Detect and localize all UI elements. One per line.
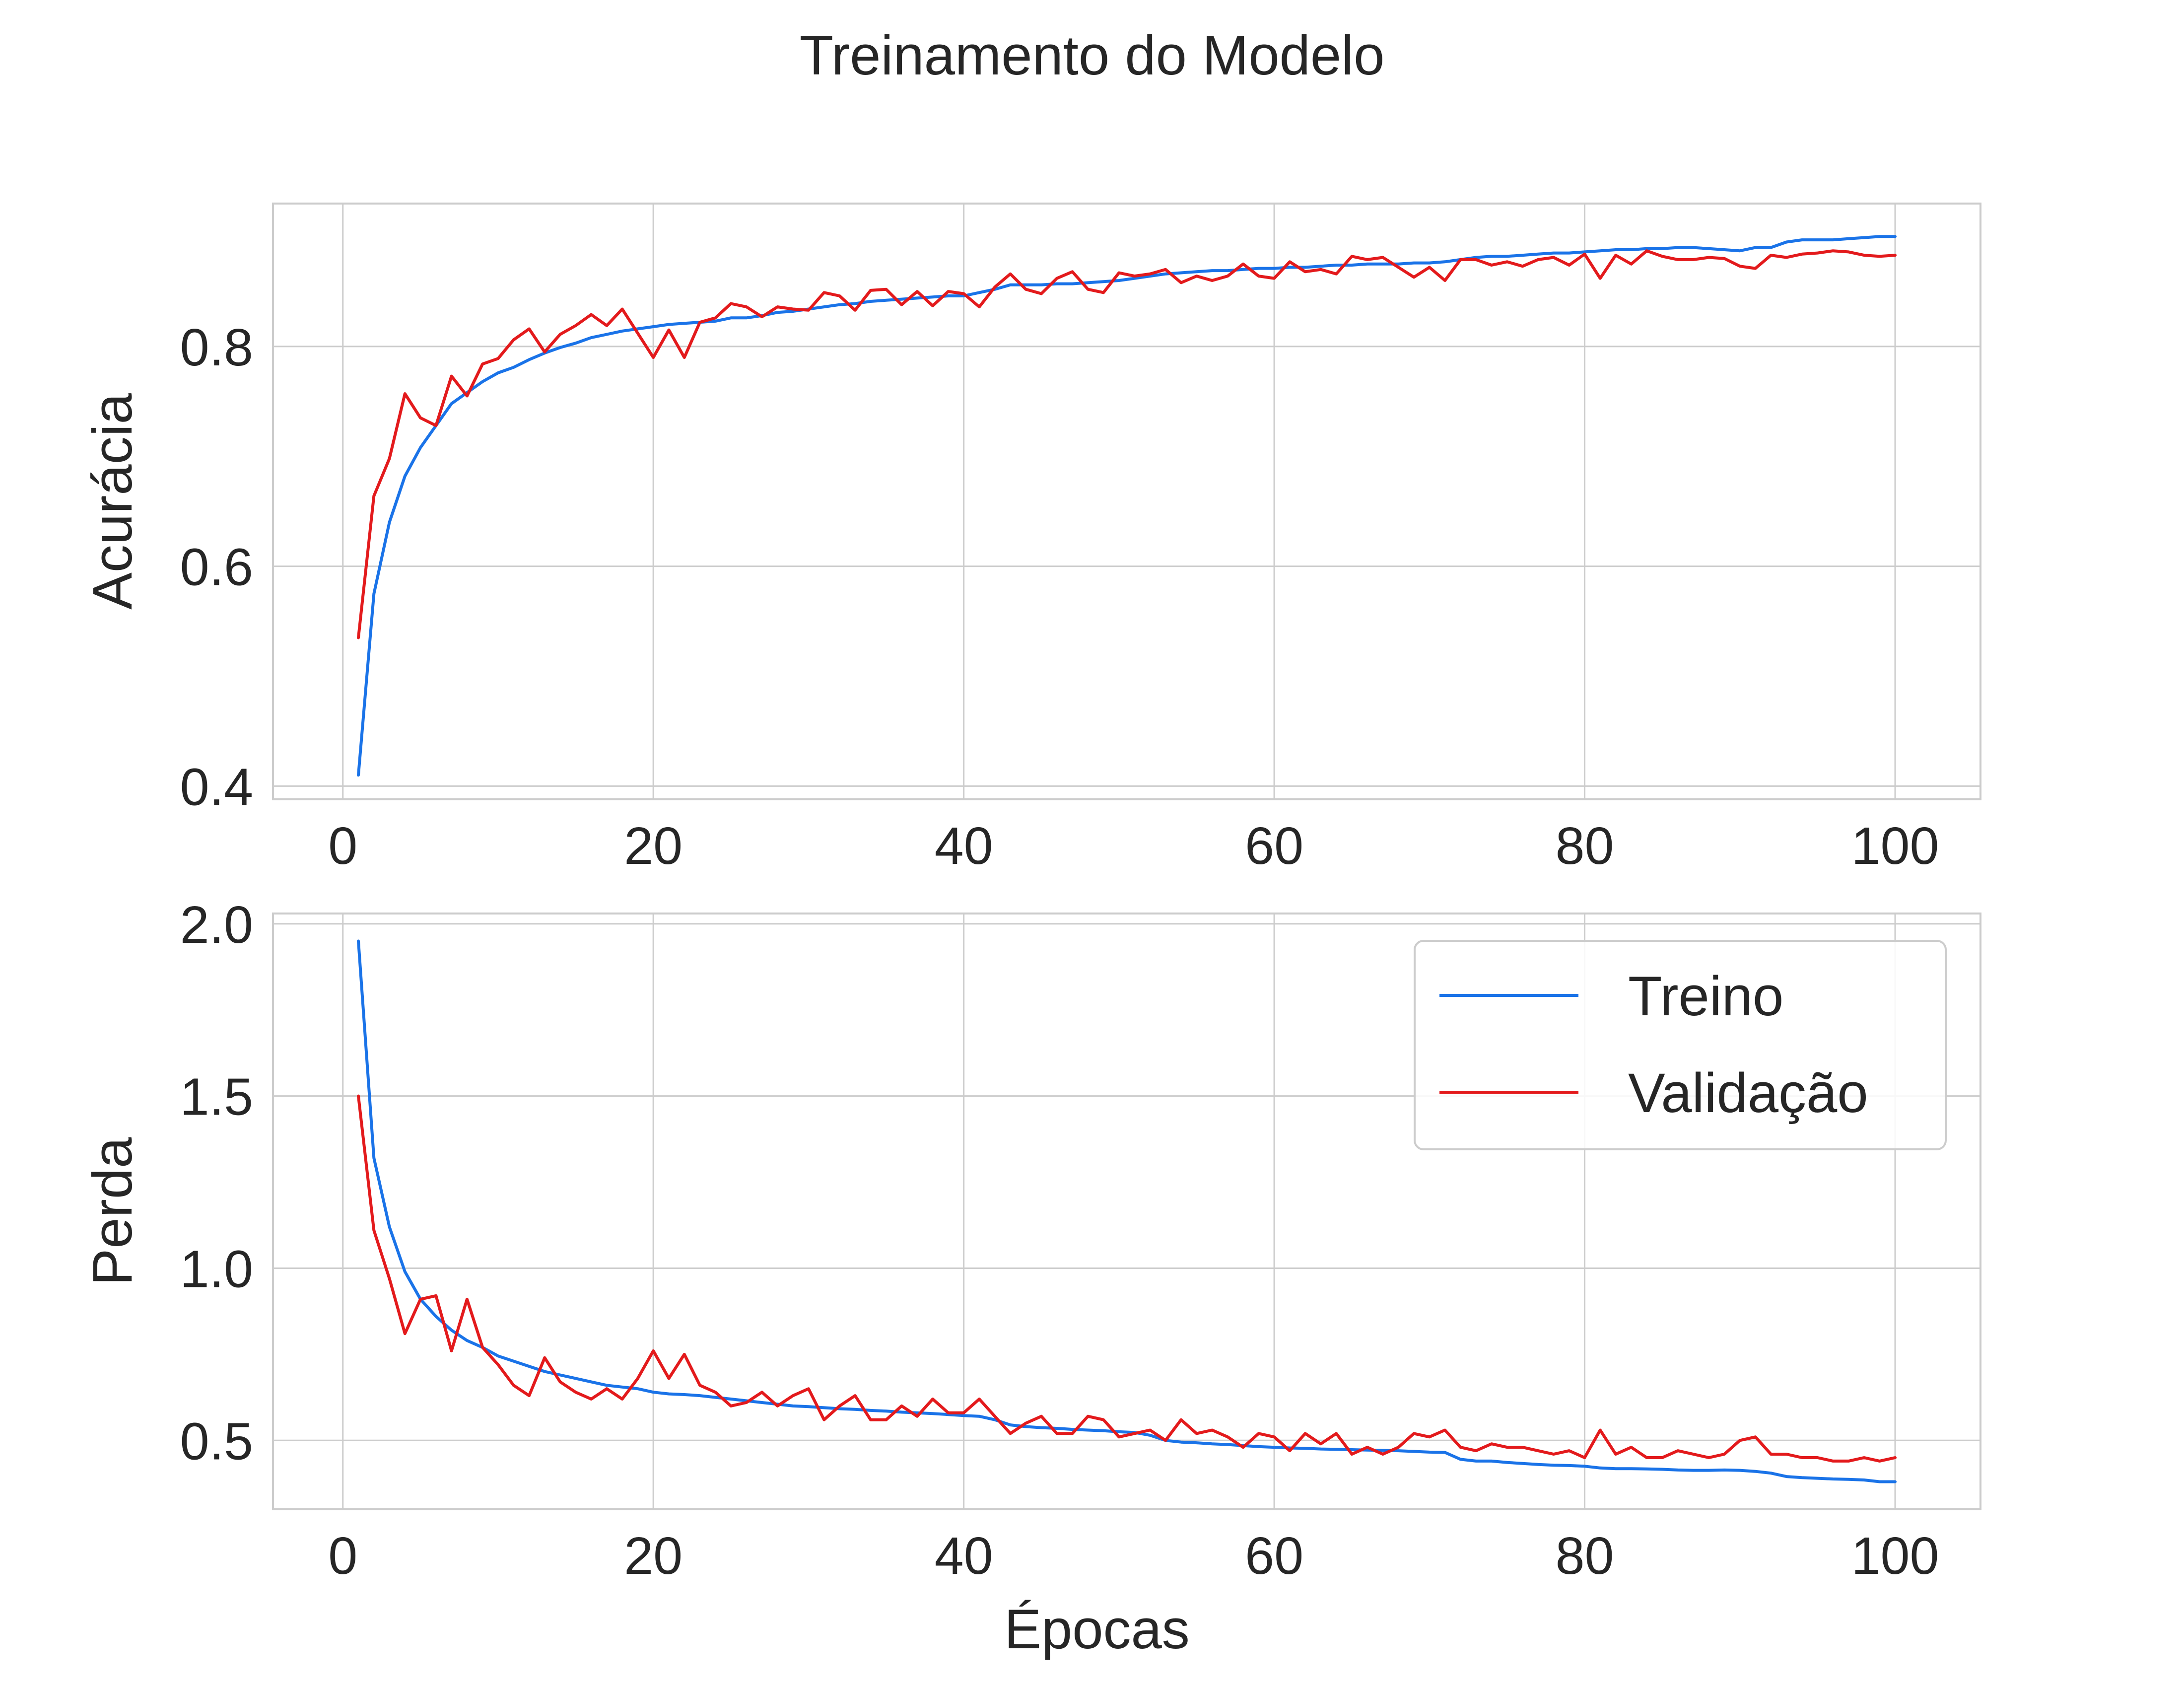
x-axis-label: Épocas — [1004, 1598, 1190, 1660]
legend: Treino Validação — [1414, 940, 1947, 1150]
x-tick-label: 0 — [328, 817, 357, 875]
x-tick-label: 100 — [1851, 817, 1939, 875]
y-axis-label-top: Acurácia — [81, 393, 143, 609]
panels: 0 20 40 60 80 100 0.4 0.6 0.8 Acurácia 0 20 40 60 80 10… — [81, 203, 1981, 1660]
axes-frame-top — [272, 203, 1981, 800]
series-line-validacao — [357, 1094, 1897, 1463]
y-tick-label: 0.4 — [180, 758, 253, 816]
x-tick-label: 20 — [624, 817, 682, 875]
panel-bottom: 0 20 40 60 80 100 0.5 1.0 1.5 2.0 Perda Épocas Trein… — [81, 896, 1981, 1660]
y-tick-label: 0.6 — [180, 538, 253, 597]
legend-label-treino: Treino — [1628, 965, 1783, 1027]
x-tick-label: 40 — [935, 817, 993, 875]
x-tick-label: 80 — [1556, 1527, 1614, 1585]
x-tick-label: 100 — [1851, 1527, 1939, 1585]
axes-frame-bottom — [272, 913, 1981, 1510]
x-tick-label: 0 — [328, 1527, 357, 1585]
grid-top — [273, 204, 1980, 799]
y-tick-label: 0.8 — [180, 318, 253, 377]
x-tick-label: 60 — [1245, 1527, 1303, 1585]
x-tick-label: 20 — [624, 1527, 682, 1585]
legend-box — [1414, 940, 1947, 1150]
legend-label-validacao: Validação — [1628, 1062, 1868, 1124]
y-axis-label-bottom: Perda — [81, 1137, 143, 1286]
x-tick-label: 80 — [1556, 817, 1614, 875]
x-tick-label: 40 — [935, 1527, 993, 1585]
panel-top: 0 20 40 60 80 100 0.4 0.6 0.8 Acurácia — [81, 203, 1981, 875]
y-tick-label: 1.0 — [180, 1240, 253, 1298]
x-tick-label: 60 — [1245, 817, 1303, 875]
y-tick-label: 2.0 — [180, 896, 253, 954]
y-tick-label: 1.5 — [180, 1068, 253, 1126]
figure-suptitle: Treinamento do Modelo — [800, 24, 1385, 86]
series-line-validacao — [357, 249, 1897, 639]
y-tick-label: 0.5 — [180, 1412, 253, 1471]
series-line-treino — [357, 939, 1897, 1483]
series-line-treino — [357, 235, 1897, 777]
